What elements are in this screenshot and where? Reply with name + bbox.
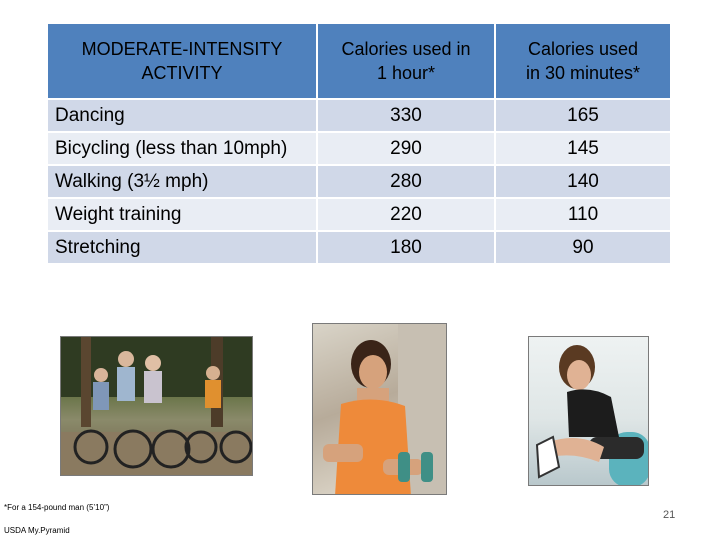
row-activity: Walking (3½ mph) xyxy=(48,166,316,197)
source-credit: USDA My.Pyramid xyxy=(4,526,70,535)
header-activity: MODERATE-INTENSITY ACTIVITY xyxy=(48,24,316,98)
row-calories-hour: 180 xyxy=(318,232,494,263)
family-cycling-photo xyxy=(60,336,253,476)
footnote: *For a 154-pound man (5’10”) xyxy=(4,503,110,512)
row-calories-30min: 110 xyxy=(496,199,670,230)
row-activity: Weight training xyxy=(48,199,316,230)
calorie-table: MODERATE-INTENSITY ACTIVITY Calories use… xyxy=(48,24,670,263)
header-calories-30min: Calories used in 30 minutes* xyxy=(496,24,670,98)
page-number: 21 xyxy=(663,509,676,521)
weight-training-photo xyxy=(312,323,447,495)
stretching-photo xyxy=(528,336,649,486)
row-activity: Stretching xyxy=(48,232,316,263)
row-calories-hour: 290 xyxy=(318,133,494,164)
row-activity: Dancing xyxy=(48,100,316,131)
row-calories-hour: 220 xyxy=(318,199,494,230)
row-calories-30min: 90 xyxy=(496,232,670,263)
row-calories-30min: 165 xyxy=(496,100,670,131)
row-activity: Bicycling (less than 10mph) xyxy=(48,133,316,164)
row-calories-30min: 140 xyxy=(496,166,670,197)
row-calories-30min: 145 xyxy=(496,133,670,164)
row-calories-hour: 280 xyxy=(318,166,494,197)
row-calories-hour: 330 xyxy=(318,100,494,131)
header-calories-hour: Calories used in 1 hour* xyxy=(318,24,494,98)
